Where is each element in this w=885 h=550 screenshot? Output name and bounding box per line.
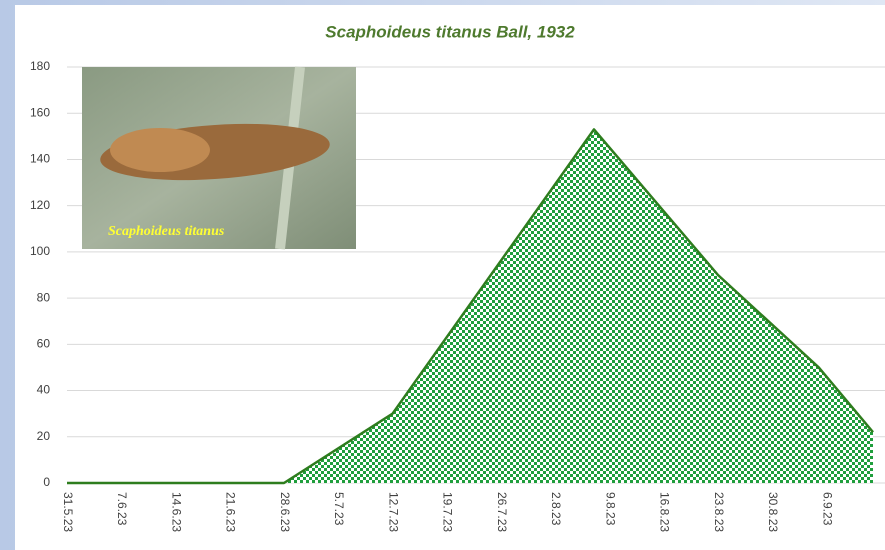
y-tick-label: 40 xyxy=(37,383,51,397)
y-tick-label: 20 xyxy=(37,429,51,443)
y-tick-label: 160 xyxy=(30,105,50,119)
x-tick-label: 14.6.23 xyxy=(169,492,183,532)
x-tick-label: 23.8.23 xyxy=(712,492,726,532)
x-tick-label: 7.6.23 xyxy=(115,492,129,526)
insect-head xyxy=(110,128,210,172)
x-tick-label: 19.7.23 xyxy=(441,492,455,532)
y-tick-label: 80 xyxy=(37,290,51,304)
x-tick-label: 26.7.23 xyxy=(495,492,509,532)
y-tick-label: 120 xyxy=(30,198,50,212)
x-tick-label: 31.5.23 xyxy=(61,492,75,532)
x-tick-label: 16.8.23 xyxy=(658,492,672,532)
y-tick-label: 180 xyxy=(30,59,50,73)
inset-label: Scaphoideus titanus xyxy=(108,224,225,239)
x-tick-label: 6.9.23 xyxy=(820,492,834,526)
x-tick-label: 30.8.23 xyxy=(766,492,780,532)
y-tick-label: 0 xyxy=(43,475,50,489)
x-tick-label: 9.8.23 xyxy=(603,492,617,526)
y-tick-label: 100 xyxy=(30,244,50,258)
y-tick-label: 140 xyxy=(30,152,50,166)
inset-photo: Scaphoideus titanus xyxy=(82,66,356,250)
x-tick-label: 5.7.23 xyxy=(332,492,346,526)
y-tick-label: 60 xyxy=(37,337,51,351)
chart-title: Scaphoideus titanus Ball, 1932 xyxy=(325,22,575,41)
x-tick-label: 21.6.23 xyxy=(224,492,238,532)
area-line xyxy=(67,128,874,485)
x-tick-label: 12.7.23 xyxy=(386,492,400,532)
x-tick-label: 2.8.23 xyxy=(549,492,563,526)
x-tick-label: 28.6.23 xyxy=(278,492,292,532)
